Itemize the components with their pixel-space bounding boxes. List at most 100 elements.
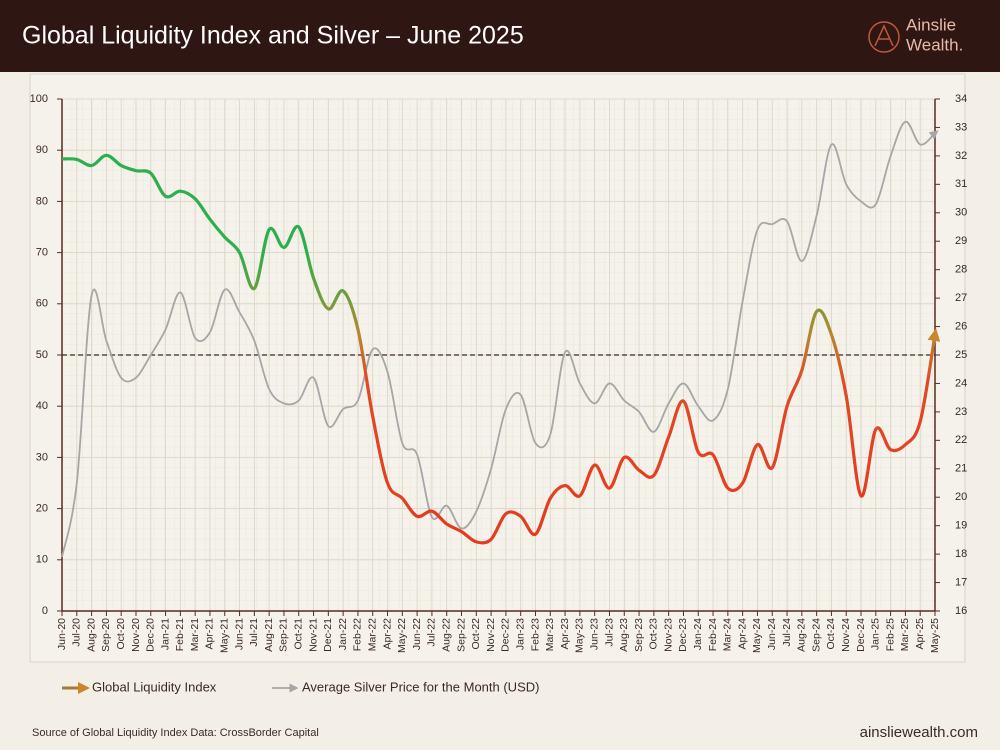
x-tick-label: Jan-25: [870, 618, 882, 650]
y2-tick-label: 16: [955, 605, 967, 617]
x-tick-label: Nov-24: [840, 618, 852, 652]
x-tick-label: Apr-21: [204, 618, 216, 650]
x-tick-label: Jun-21: [233, 618, 245, 650]
silver-line: [61, 120, 939, 558]
y2-tick-label: 26: [955, 320, 967, 332]
y2-tick-label: 30: [955, 207, 967, 219]
x-tick-label: Jan-22: [337, 618, 349, 650]
x-tick-label: Jan-21: [159, 618, 171, 650]
x-tick-label: Oct-23: [648, 618, 660, 650]
x-tick-label: Mar-21: [189, 618, 201, 651]
y2-tick-label: 23: [955, 406, 967, 418]
x-tick-label: Apr-25: [914, 618, 926, 650]
x-tick-label: Aug-22: [440, 618, 452, 652]
y-tick-label: 70: [36, 247, 48, 259]
x-tick-label: Dec-24: [855, 618, 867, 652]
liquidity-line: [61, 153, 941, 545]
x-tick-label: Aug-23: [618, 618, 630, 652]
x-tick-label: May-22: [396, 618, 408, 653]
y-tick-label: 90: [36, 144, 48, 156]
x-tick-label: Aug-20: [85, 618, 97, 652]
x-tick-label: Aug-21: [263, 618, 275, 652]
y2-tick-label: 27: [955, 292, 967, 304]
x-tick-label: Dec-21: [322, 618, 334, 652]
x-tick-label: Mar-22: [367, 618, 379, 651]
y2-tick-label: 34: [955, 93, 967, 105]
y-tick-label: 100: [30, 93, 48, 105]
x-tick-label: Sep-20: [100, 618, 112, 652]
x-tick-label: Oct-24: [825, 618, 837, 650]
x-tick-label: Aug-24: [796, 618, 808, 652]
y-tick-label: 60: [36, 298, 48, 310]
x-tick-label: Oct-22: [470, 618, 482, 650]
x-tick-label: Feb-21: [174, 618, 186, 651]
x-tick-label: Oct-21: [293, 618, 305, 650]
x-tick-label: Sep-21: [278, 618, 290, 652]
x-tick-label: Mar-25: [899, 618, 911, 651]
source: Source of Global Liquidity Index Data: C…: [32, 727, 319, 739]
x-tick-label: Apr-24: [736, 618, 748, 650]
x-tick-label: Sep-23: [633, 618, 645, 652]
y-tick-label: 20: [36, 503, 48, 515]
y-tick-label: 0: [42, 605, 48, 617]
y2-tick-label: 20: [955, 491, 967, 503]
logo: Ainslie Wealth.: [868, 15, 963, 54]
x-tick-label: Nov-23: [662, 618, 674, 652]
x-tick-label: May-24: [751, 618, 763, 653]
x-tick-label: Mar-24: [722, 618, 734, 651]
x-tick-label: May-25: [929, 618, 941, 653]
x-tick-label: Dec-23: [677, 618, 689, 652]
x-tick-label: Mar-23: [544, 618, 556, 651]
y2-tick-label: 19: [955, 520, 967, 532]
legend-label: Global Liquidity Index: [92, 679, 217, 694]
header-band: [0, 0, 1000, 72]
legend-label: Average Silver Price for the Month (USD): [302, 679, 539, 694]
y-tick-label: 30: [36, 451, 48, 463]
x-tick-label: Feb-23: [529, 618, 541, 651]
y2-tick-label: 25: [955, 349, 967, 361]
y2-tick-label: 33: [955, 121, 967, 133]
x-tick-label: Jan-23: [514, 618, 526, 650]
x-tick-label: Sep-24: [810, 618, 822, 652]
x-tick-label: Nov-20: [130, 618, 142, 652]
y-tick-label: 50: [36, 349, 48, 361]
y2-tick-label: 18: [955, 548, 967, 560]
x-tick-label: Dec-22: [500, 618, 512, 652]
x-tick-label: May-21: [219, 618, 231, 653]
x-tick-label: May-23: [574, 618, 586, 653]
x-tick-label: Apr-23: [559, 618, 571, 650]
y2-tick-label: 29: [955, 235, 967, 247]
x-tick-label: Feb-24: [707, 618, 719, 651]
brand-top: Ainslie: [906, 15, 956, 34]
y2-tick-label: 22: [955, 434, 967, 446]
x-tick-label: Jun-20: [56, 618, 68, 650]
x-tick-label: Jun-23: [588, 618, 600, 650]
x-tick-label: Jul-20: [71, 618, 83, 647]
x-tick-label: Jan-24: [692, 618, 704, 650]
x-tick-label: Feb-22: [352, 618, 364, 651]
x-tick-label: Jul-23: [603, 618, 615, 647]
title: Global Liquidity Index and Silver – June…: [22, 22, 524, 50]
x-tick-label: Oct-20: [115, 618, 127, 650]
y2-tick-label: 28: [955, 264, 967, 276]
brand-bottom: Wealth.: [906, 35, 963, 54]
x-tick-label: Nov-21: [307, 618, 319, 652]
x-tick-label: Apr-22: [381, 618, 393, 650]
y-tick-label: 40: [36, 400, 48, 412]
x-tick-label: Jul-21: [248, 618, 260, 647]
y2-tick-label: 21: [955, 463, 967, 475]
x-tick-label: Jun-24: [766, 618, 778, 650]
x-tick-label: Nov-22: [485, 618, 497, 652]
y2-tick-label: 32: [955, 150, 967, 162]
y2-tick-label: 31: [955, 178, 967, 190]
y-tick-label: 10: [36, 554, 48, 566]
x-tick-label: Jul-22: [426, 618, 438, 647]
y2-tick-label: 24: [955, 377, 967, 389]
x-tick-label: Feb-25: [884, 618, 896, 651]
y2-tick-label: 17: [955, 576, 967, 588]
y-tick-label: 80: [36, 195, 48, 207]
x-tick-label: Jul-24: [781, 618, 793, 647]
website: ainsliewealth.com: [860, 724, 978, 741]
x-tick-label: Jun-22: [411, 618, 423, 650]
x-tick-label: Sep-22: [455, 618, 467, 652]
